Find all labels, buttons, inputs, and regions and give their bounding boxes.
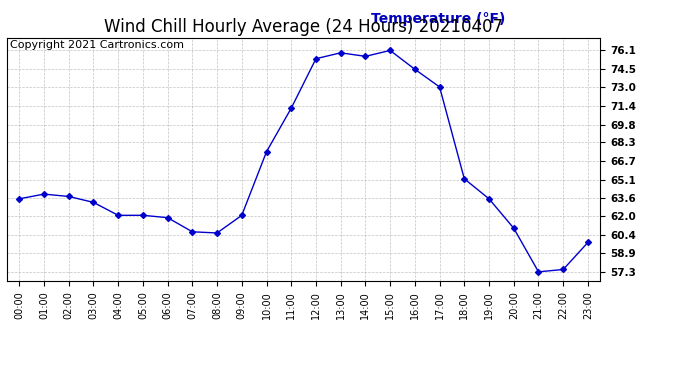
Title: Wind Chill Hourly Average (24 Hours) 20210407: Wind Chill Hourly Average (24 Hours) 202… bbox=[104, 18, 503, 36]
Text: Copyright 2021 Cartronics.com: Copyright 2021 Cartronics.com bbox=[10, 40, 184, 50]
Text: Temperature (°F): Temperature (°F) bbox=[371, 12, 506, 26]
